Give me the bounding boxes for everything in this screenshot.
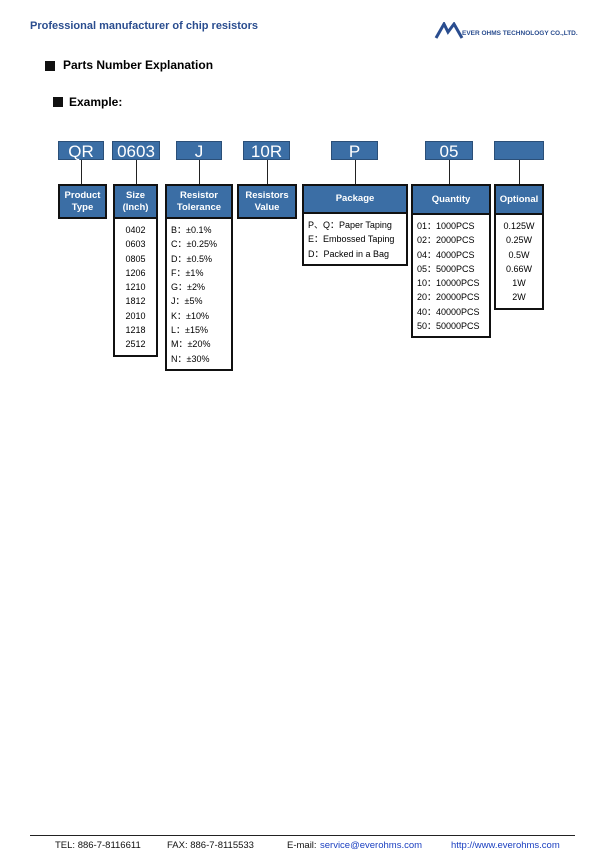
column-items: P、Q：Paper Taping E：Embossed Taping D：Packe… (302, 214, 408, 266)
column-header: Optional (494, 184, 544, 215)
column-items: 0.125W 0.25W 0.5W 0.66W 1W 2W (494, 215, 544, 310)
item: K：±10% (171, 310, 209, 321)
footer-tel: TEL: 886-7-8116611 (55, 840, 141, 851)
item: D：±0.5% (171, 253, 212, 264)
item: 0.125W (503, 221, 535, 231)
logo (434, 22, 464, 39)
item: G：±2% (171, 282, 205, 293)
header-line: Resistor (179, 189, 218, 201)
item: 04：4000PCS (417, 249, 475, 260)
connector (266, 160, 268, 184)
item: 1W (512, 278, 526, 289)
header-line: Quantity (431, 193, 471, 205)
column-header: Quantity (411, 184, 491, 215)
header-title: Professional manufacturer of chip resist… (30, 20, 259, 32)
item: 0402 (125, 225, 146, 235)
item: 0.66W (505, 263, 532, 274)
code-box: P (331, 141, 378, 161)
header-line: Value (254, 201, 280, 213)
footer-url[interactable]: http://www.everohms.com (451, 840, 560, 851)
header-line: Resistors (245, 189, 289, 201)
footer-fax: FAX: 886-7-8115533 (167, 840, 254, 851)
item: 0805 (125, 253, 146, 264)
item: 1812 (125, 296, 146, 307)
item: 40：40000PCS (417, 306, 480, 317)
header-line: Tolerance (176, 201, 222, 213)
code-box: 05 (425, 141, 473, 161)
column-header: Product Type (58, 184, 107, 219)
item: M：±20% (171, 339, 211, 350)
item: 2010 (125, 310, 146, 321)
bullet (45, 61, 55, 71)
footer-email[interactable]: service@everohms.com (320, 840, 423, 851)
connector (449, 160, 450, 184)
code-box: J (176, 141, 222, 161)
example-label: Example: (69, 95, 123, 109)
connector (81, 160, 82, 184)
connector (136, 160, 137, 184)
footer-email-label: E-mail: (287, 840, 317, 851)
item: 05：5000PCS (417, 263, 475, 274)
code-box: 10R (243, 141, 290, 161)
connector (519, 160, 520, 184)
header-line: Type (71, 201, 94, 213)
item: J：±5% (171, 296, 203, 307)
item: D：Packed in a Bag (308, 248, 390, 259)
column-items: 0402 0603 0805 1206 1210 1812 2010 1218 2512 (113, 219, 158, 357)
item: N：±30% (171, 353, 210, 364)
column-items: B：±0.1% C：±0.25% D：±0.5% F：±1% G：±2% J：±5% K：±… (165, 219, 233, 371)
item: 0.25W (505, 235, 532, 246)
section-title: Parts Number Explanation (63, 58, 214, 72)
item: 01：1000PCS (417, 221, 475, 231)
bullet (53, 97, 63, 107)
item: 2W (512, 292, 526, 303)
item: 50：50000PCS (417, 321, 480, 332)
item: C：±0.25% (171, 239, 217, 250)
header-line: Package (335, 193, 375, 204)
item: 10：10000PCS (417, 278, 480, 289)
code-box (494, 141, 544, 160)
column-header: Size (Inch) (113, 184, 158, 219)
item: 1206 (125, 267, 146, 278)
item: L：±15% (171, 325, 208, 336)
code-box: 0603 (112, 141, 160, 161)
header-line: Size (125, 189, 145, 201)
column-header: Resistors Value (237, 184, 297, 219)
header-line: Product (64, 189, 101, 201)
column-items: 01：1000PCS 02：2000PCS 04：4000PCS 05：5000PCS… (411, 215, 491, 339)
column-header: Package (302, 184, 408, 214)
header-line: Optional (499, 193, 539, 205)
item: 02：2000PCS (417, 235, 475, 246)
item: 0603 (125, 239, 146, 250)
item: 0.5W (508, 249, 530, 260)
company-name: EVER OHMS TECHNOLOGY CO.,LTD. (462, 30, 578, 37)
item: E：Embossed Taping (308, 234, 395, 245)
item: 1210 (125, 282, 146, 293)
item: F：±1% (171, 267, 204, 278)
header-line: (Inch) (122, 201, 149, 213)
code-box: QR (58, 141, 104, 161)
footer-rule (30, 835, 575, 836)
item: P、Q：Paper Taping (308, 220, 392, 230)
column-header: Resistor Tolerance (165, 184, 233, 219)
item: 1218 (125, 325, 146, 336)
connector (199, 160, 200, 184)
connector (354, 160, 356, 184)
item: B：±0.1% (171, 225, 212, 235)
item: 20：20000PCS (417, 292, 480, 303)
item: 2512 (125, 339, 146, 350)
